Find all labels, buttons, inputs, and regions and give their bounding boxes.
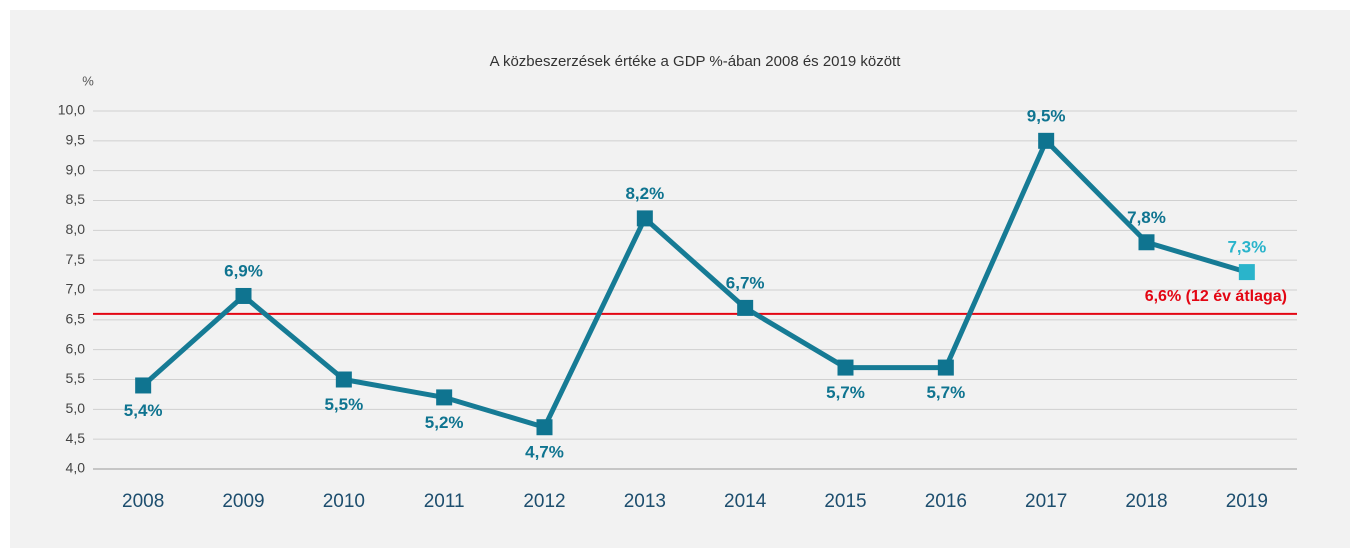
marker — [937, 359, 954, 376]
marker — [1138, 234, 1155, 251]
y-tick-label: 6,0 — [66, 340, 86, 356]
data-label: 7,3% — [1227, 238, 1266, 257]
x-tick-label: 2008 — [122, 491, 164, 512]
data-label: 5,7% — [826, 383, 865, 402]
data-label: 5,7% — [926, 383, 965, 402]
y-tick-label: 5,5 — [66, 370, 86, 386]
y-tick-label: 7,0 — [66, 281, 86, 297]
data-label: 5,5% — [324, 395, 363, 414]
x-tick-label: 2019 — [1226, 491, 1268, 512]
data-label: 5,4% — [124, 401, 163, 420]
x-tick-label: 2015 — [824, 491, 866, 512]
data-label: 6,9% — [224, 261, 263, 280]
marker — [1238, 264, 1255, 281]
marker — [737, 299, 754, 316]
marker — [536, 419, 553, 436]
y-tick-label: 4,5 — [66, 430, 86, 446]
x-tick-label: 2013 — [624, 491, 666, 512]
x-tick-label: 2012 — [523, 491, 565, 512]
x-tick-label: 2009 — [222, 491, 264, 512]
data-label: 4,7% — [525, 443, 564, 462]
marker — [335, 371, 352, 388]
series-line — [141, 138, 1248, 430]
marker — [135, 377, 152, 394]
chart-title: A közbeszerzések értéke a GDP %-ában 200… — [490, 53, 902, 70]
data-label: 6,7% — [726, 273, 765, 292]
marker — [235, 287, 252, 304]
y-tick-label: 5,0 — [66, 400, 86, 416]
y-tick-label: 9,5 — [66, 132, 86, 148]
x-tick-label: 2017 — [1025, 491, 1067, 512]
data-label: 7,8% — [1127, 208, 1166, 227]
y-tick-label: 8,0 — [66, 221, 86, 237]
marker — [636, 210, 653, 227]
x-tick-label: 2010 — [323, 491, 365, 512]
y-tick-label: 9,0 — [66, 161, 86, 177]
panel — [10, 10, 1350, 548]
y-tick-label: 4,0 — [66, 460, 86, 476]
x-tick-label: 2018 — [1125, 491, 1167, 512]
data-label: 5,2% — [425, 413, 464, 432]
x-tick-label: 2014 — [724, 491, 767, 512]
data-label: 9,5% — [1027, 106, 1066, 125]
marker — [837, 359, 854, 376]
x-tick-label: 2016 — [925, 491, 967, 512]
marker — [436, 389, 453, 406]
y-tick-label: 8,5 — [66, 191, 86, 207]
y-tick-label: 10,0 — [58, 102, 85, 118]
y-axis-label: % — [82, 73, 94, 88]
reference-label: 6,6% (12 év átlaga) — [1145, 288, 1287, 305]
marker — [1038, 132, 1055, 149]
data-label: 8,2% — [625, 184, 664, 203]
y-tick-label: 7,5 — [66, 251, 86, 267]
y-tick-label: 6,5 — [66, 311, 86, 327]
x-tick-label: 2011 — [424, 491, 465, 512]
